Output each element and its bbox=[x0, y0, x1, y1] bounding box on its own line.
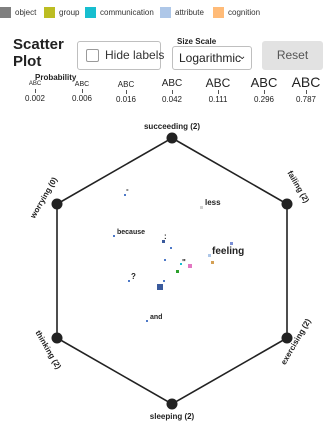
probability-value: 0.042 bbox=[161, 95, 183, 104]
word-point[interactable] bbox=[211, 261, 214, 264]
probability-title: Probability bbox=[35, 73, 77, 82]
tick-mark bbox=[217, 90, 219, 94]
word-label: feeling bbox=[212, 246, 244, 257]
probability-value: 0.296 bbox=[253, 95, 275, 104]
probability-value: 0.002 bbox=[24, 94, 46, 103]
probability-sample: ABC bbox=[250, 75, 278, 90]
axis-node-failing[interactable] bbox=[281, 198, 293, 210]
tick-mark bbox=[305, 90, 307, 94]
axis-node-exercising[interactable] bbox=[281, 332, 293, 344]
word-point[interactable] bbox=[170, 247, 172, 249]
axis-label-sleeping: sleeping (2) bbox=[150, 412, 195, 421]
tick-mark bbox=[263, 90, 265, 94]
probability-tick: ABC 0.787 bbox=[286, 75, 323, 104]
probability-tick: ABC 0.016 bbox=[106, 80, 146, 105]
legend-swatch bbox=[85, 7, 96, 18]
size-scale-label: Size Scale bbox=[177, 37, 217, 46]
word-point[interactable] bbox=[163, 280, 165, 282]
legend-item-group[interactable]: group bbox=[44, 7, 79, 18]
axis-label-succeeding: succeeding (2) bbox=[144, 122, 200, 131]
word-point[interactable] bbox=[113, 235, 115, 237]
word-label: because bbox=[117, 229, 145, 236]
axis-label-worrying: worrying (0) bbox=[28, 175, 59, 220]
reset-button[interactable]: Reset bbox=[262, 41, 323, 70]
legend-item-communication[interactable]: communication bbox=[85, 7, 154, 18]
word-point[interactable] bbox=[180, 263, 182, 265]
title-line-2: Plot bbox=[13, 53, 42, 70]
hide-labels-checkbox[interactable] bbox=[86, 49, 99, 62]
word-point[interactable] bbox=[157, 284, 163, 290]
page-title: Scatter Plot bbox=[13, 36, 64, 70]
probability-tick: ABC 0.042 bbox=[152, 78, 192, 105]
word-point[interactable] bbox=[124, 194, 126, 196]
probability-tick: ABC 0.002 bbox=[15, 81, 55, 103]
probability-tick: ABC 0.006 bbox=[62, 81, 102, 103]
probability-value: 0.016 bbox=[115, 95, 137, 104]
tick-mark bbox=[34, 89, 36, 93]
probability-tick: ABC 0.296 bbox=[244, 76, 284, 104]
legend-item-object[interactable]: object bbox=[0, 7, 36, 18]
probability-sample: ABC bbox=[28, 81, 42, 87]
legend-label: group bbox=[59, 8, 80, 17]
word-label: - bbox=[126, 185, 129, 194]
legend-swatch bbox=[44, 7, 55, 18]
axis-node-worrying[interactable] bbox=[51, 198, 63, 210]
word-point[interactable] bbox=[146, 320, 148, 322]
probability-sample: ABC bbox=[161, 78, 183, 89]
probability-sample: ABC bbox=[74, 81, 90, 88]
axis-node-sleeping[interactable] bbox=[166, 398, 178, 410]
legend-label: cognition bbox=[228, 8, 261, 17]
legend-label: attribute bbox=[175, 8, 204, 17]
word-point[interactable] bbox=[164, 259, 166, 261]
word-label: : bbox=[164, 232, 167, 241]
tick-mark bbox=[125, 90, 127, 94]
word-point[interactable] bbox=[200, 206, 203, 209]
tick-mark bbox=[81, 89, 83, 93]
probability-sample: ABC bbox=[205, 76, 231, 90]
tick-mark bbox=[171, 90, 173, 94]
probability-value: 0.787 bbox=[295, 95, 317, 104]
title-line-1: Scatter bbox=[13, 36, 64, 53]
size-scale-select[interactable]: Logarithmic ⌄ bbox=[172, 46, 252, 70]
category-legend: object group communication attribute cog… bbox=[0, 0, 323, 22]
word-point[interactable] bbox=[176, 270, 179, 273]
probability-sample: ABC bbox=[117, 80, 135, 89]
legend-item-attribute[interactable]: attribute bbox=[160, 7, 204, 18]
probability-value: 0.111 bbox=[208, 95, 228, 104]
word-point[interactable] bbox=[230, 242, 233, 245]
axis-node-succeeding[interactable] bbox=[166, 132, 178, 144]
word-label: and bbox=[150, 314, 162, 321]
hide-labels-toggle[interactable]: Hide labels bbox=[77, 41, 165, 70]
size-scale-value: Logarithmic bbox=[179, 51, 242, 65]
word-point[interactable] bbox=[208, 254, 211, 257]
word-point[interactable] bbox=[162, 240, 165, 243]
hexagon-outline bbox=[56, 137, 288, 405]
legend-swatch bbox=[0, 7, 11, 18]
scatter-plot: succeeding (2) failing (2) exercising (2… bbox=[28, 122, 313, 421]
probability-tick: ABC 0.111 bbox=[198, 77, 238, 104]
word-point[interactable] bbox=[188, 264, 192, 268]
legend-item-cognition[interactable]: cognition bbox=[213, 7, 260, 18]
legend-label: object bbox=[15, 8, 37, 17]
hide-labels-label: Hide labels bbox=[105, 48, 165, 62]
word-label: " bbox=[182, 258, 186, 267]
probability-value: 0.006 bbox=[71, 94, 93, 103]
chevron-down-icon: ⌄ bbox=[238, 51, 247, 62]
probability-sample: ABC bbox=[291, 74, 321, 90]
word-point[interactable] bbox=[128, 280, 130, 282]
legend-swatch bbox=[213, 7, 224, 18]
legend-label: communication bbox=[100, 8, 154, 17]
axis-node-thinking[interactable] bbox=[51, 332, 63, 344]
word-label: ? bbox=[131, 272, 136, 281]
word-label: less bbox=[205, 198, 221, 207]
legend-swatch bbox=[160, 7, 171, 18]
